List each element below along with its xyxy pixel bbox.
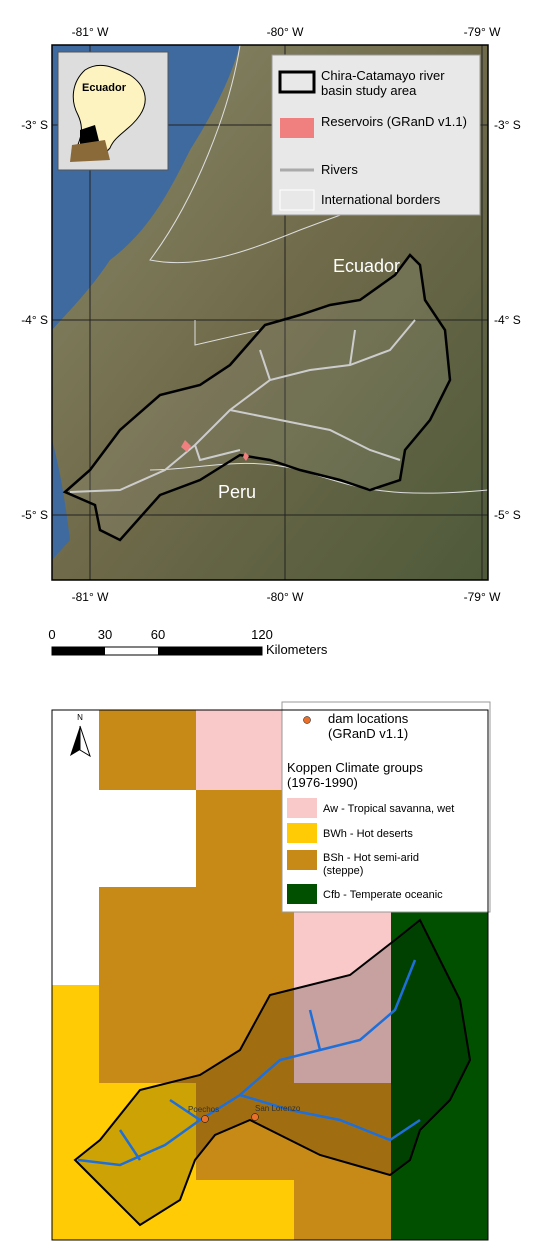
scale-label: 0 [48, 627, 56, 642]
legend-swatch [279, 189, 315, 211]
scale-bar [51, 646, 263, 656]
place-label: Peru [218, 482, 257, 502]
legend-label: Aw - Tropical savanna, wet [323, 803, 455, 815]
dam-label: San Lorenzo [255, 1104, 301, 1113]
lat-label: -4° S [494, 313, 521, 327]
legend-label: dam locations (GRanD v1.1) [328, 711, 409, 741]
legend-swatch [287, 884, 317, 904]
legend-label: BSh - Hot semi-arid (steppe) [323, 852, 419, 877]
legend-title: Koppen Climate groups (1976-1990) [287, 760, 423, 790]
place-label: Ecuador [333, 256, 401, 276]
north-arrow [79, 725, 91, 758]
inset-label: Ecuador [82, 82, 127, 94]
lon-label: -81° W [71, 590, 109, 604]
scale-label: 60 [150, 627, 166, 642]
lon-label: -80° W [266, 25, 304, 39]
map-frame [51, 709, 489, 1241]
lat-label: -4° S [21, 313, 48, 327]
legend-label: Reservoirs (GRanD v1.1) [321, 114, 467, 129]
north-arrow [70, 726, 80, 756]
dam-point [201, 1115, 209, 1123]
north-label: N [77, 713, 83, 722]
lon-label: -80° W [266, 590, 304, 604]
legend-label: Rivers [321, 162, 358, 177]
legend-label: Chira-Catamayo river basin study area [321, 68, 445, 98]
lon-label: -79° W [463, 25, 501, 39]
legend-swatch [287, 850, 317, 870]
legend-swatch [278, 70, 316, 94]
lat-label: -3° S [21, 118, 48, 132]
scale-label: 30 [97, 627, 113, 642]
legend-label: International borders [321, 192, 441, 207]
ocean [52, 440, 70, 560]
river [69, 319, 416, 493]
lat-label: -5° S [494, 508, 521, 522]
legend-swatch [287, 798, 317, 818]
legend-label: BWh - Hot deserts [323, 828, 413, 840]
scale-label: 120 [251, 627, 273, 642]
dam-label: Poechos [188, 1105, 220, 1114]
legend-swatch [280, 118, 314, 138]
legend-swatch [303, 716, 311, 724]
lat-label: -5° S [21, 508, 48, 522]
lon-label: -79° W [463, 590, 501, 604]
lat-label: -3° S [494, 118, 521, 132]
basin-outline [73, 918, 472, 1227]
lon-label: -81° W [71, 25, 109, 39]
dam-point [251, 1113, 259, 1121]
scale-unit: Kilometers [266, 642, 328, 657]
legend-label: Cfb - Temperate oceanic [323, 889, 443, 901]
map-frame [51, 44, 489, 581]
river [77, 959, 421, 1167]
legend-swatch [287, 823, 317, 843]
basin-outline [62, 253, 452, 542]
inset-peru [70, 140, 110, 162]
